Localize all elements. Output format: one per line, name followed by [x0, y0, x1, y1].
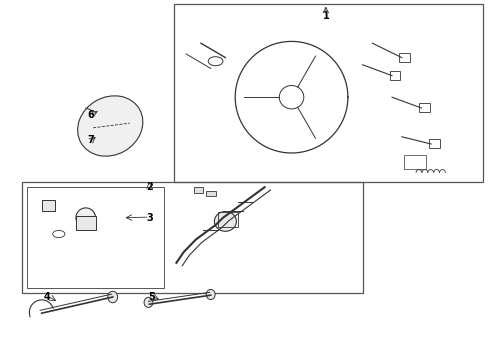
Ellipse shape	[108, 291, 118, 303]
Text: 6: 6	[87, 110, 94, 120]
Bar	[22, 182, 363, 293]
Bar	[174, 4, 483, 182]
Text: 2: 2	[146, 182, 153, 192]
Bar	[399, 53, 410, 62]
Bar	[42, 200, 55, 211]
Bar	[27, 187, 164, 288]
Bar	[194, 187, 203, 193]
Ellipse shape	[77, 96, 143, 156]
Bar	[218, 212, 238, 227]
Bar	[206, 191, 216, 196]
Text: 4: 4	[43, 292, 50, 302]
Bar	[429, 139, 440, 148]
Bar	[390, 71, 400, 80]
Text: 5: 5	[148, 292, 155, 302]
Text: 7: 7	[87, 135, 94, 145]
Text: 3: 3	[146, 213, 153, 223]
Bar	[76, 216, 96, 230]
Ellipse shape	[214, 211, 237, 231]
Text: 1: 1	[322, 11, 329, 21]
Bar	[419, 103, 430, 112]
Bar	[404, 155, 426, 169]
Ellipse shape	[76, 208, 96, 228]
Ellipse shape	[206, 289, 215, 300]
Ellipse shape	[144, 297, 153, 307]
